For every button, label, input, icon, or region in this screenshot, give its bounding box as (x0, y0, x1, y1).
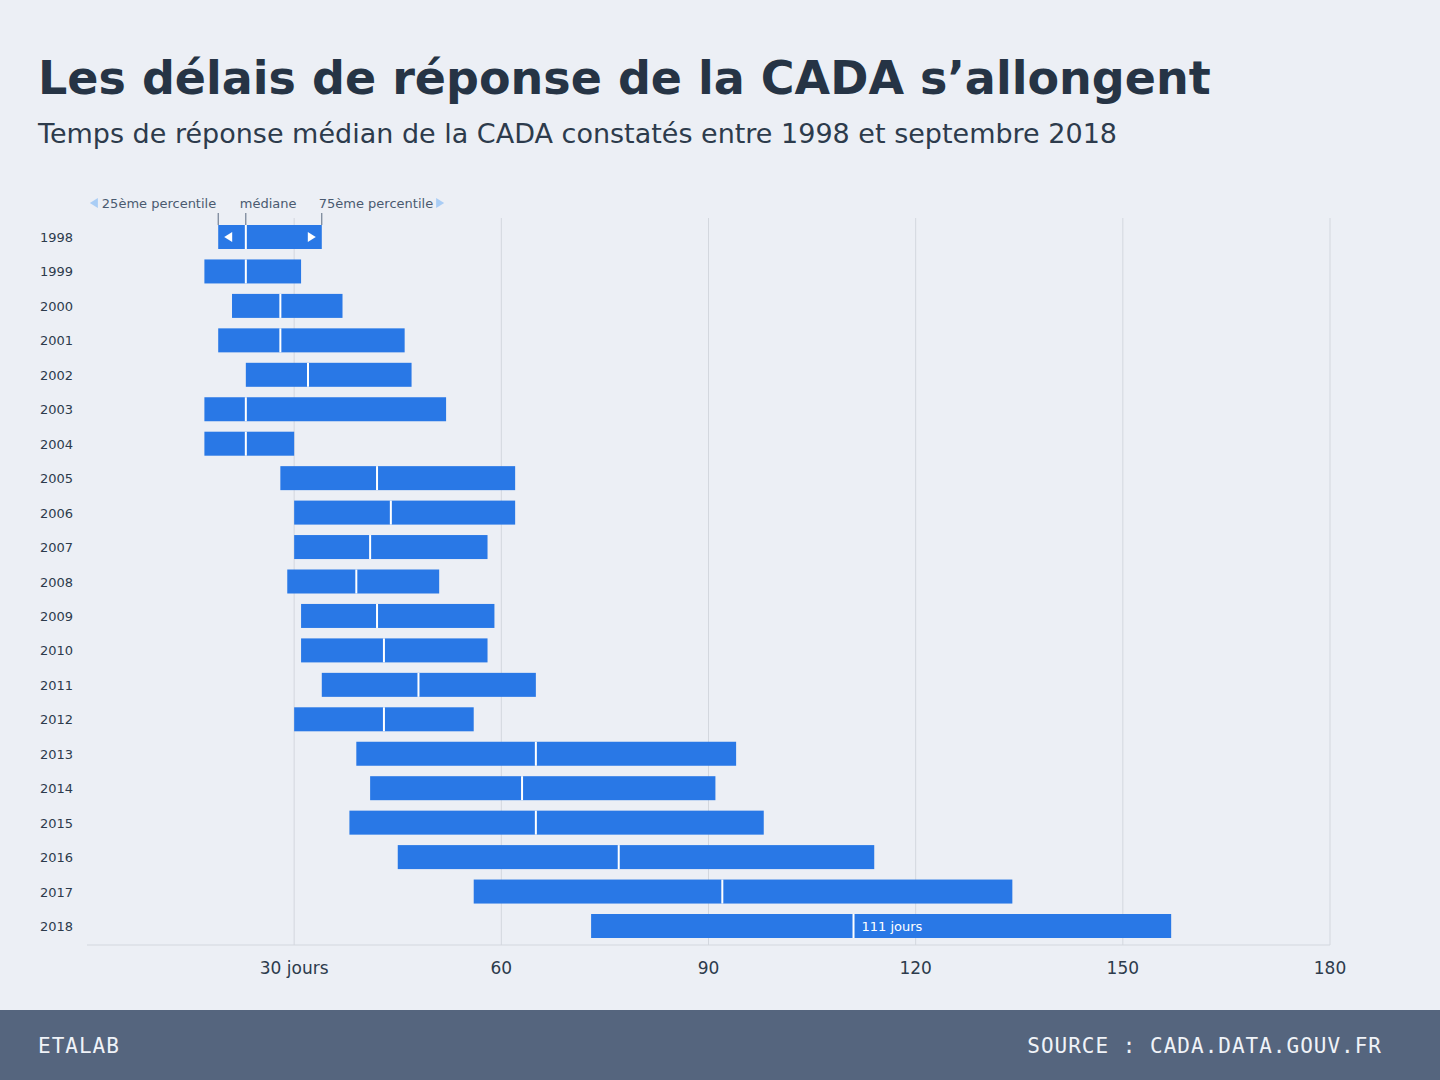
legend-arrow (90, 198, 98, 208)
range-bar (370, 776, 715, 800)
labels: 1998 1999 2000 2001 2002 2003 2004 2005 2006 2007… (40, 230, 923, 934)
category-label: 2011 (40, 678, 73, 693)
median-line (355, 570, 357, 594)
category-label: 2007 (40, 540, 73, 555)
range-bar (349, 811, 763, 835)
bars (204, 225, 1171, 938)
median-line (245, 259, 247, 283)
median-line (417, 673, 419, 697)
median-line (279, 328, 281, 352)
category-label: 2017 (40, 885, 73, 900)
legend-arrow (436, 198, 444, 208)
range-bar (301, 604, 494, 628)
median-line (535, 742, 537, 766)
median-line (369, 535, 371, 559)
category-label: 2013 (40, 747, 73, 762)
median-line (721, 880, 723, 904)
grid-line (915, 218, 916, 945)
category-label: 2010 (40, 643, 73, 658)
range-bar (204, 432, 294, 456)
median-line (618, 845, 620, 869)
median-line (383, 707, 385, 731)
median-line (245, 397, 247, 421)
legend-label: 25ème percentile (102, 196, 216, 211)
tick-label: 150 (1107, 958, 1139, 978)
grid-line (1330, 218, 1331, 945)
footer-left: ETALAB (38, 1034, 120, 1058)
category-label: 2002 (40, 368, 73, 383)
grid-line (1122, 218, 1123, 945)
category-label: 2003 (40, 402, 73, 417)
footer (0, 1010, 1440, 1080)
median-line (307, 363, 309, 387)
category-label: 2014 (40, 781, 73, 796)
median-line (376, 604, 378, 628)
legend-label: 75ème percentile (319, 196, 433, 211)
range-bar (232, 294, 342, 318)
data-label: 111 jours (862, 919, 923, 934)
category-label: 2009 (40, 609, 73, 624)
category-label: 2018 (40, 919, 73, 934)
range-bar (280, 466, 515, 490)
median-line (521, 776, 523, 800)
range-bar (294, 501, 515, 525)
title: Les délais de réponse de la CADA s’allon… (38, 51, 1211, 105)
tick-label: 60 (491, 958, 513, 978)
legend-tick (321, 213, 322, 225)
median-line (535, 811, 537, 835)
range-bar (474, 880, 1013, 904)
range-bar (398, 845, 874, 869)
bar-arrow (308, 232, 316, 242)
subtitle: Temps de réponse médian de la CADA const… (37, 118, 1117, 149)
category-label: 2016 (40, 850, 73, 865)
category-label: 2001 (40, 333, 73, 348)
tick-label: 120 (899, 958, 931, 978)
range-bar (356, 742, 736, 766)
tick-label: 90 (698, 958, 720, 978)
category-label: 2004 (40, 437, 73, 452)
category-label: 2012 (40, 712, 73, 727)
legend: 25ème percentile médiane 75ème percentile (90, 196, 444, 242)
background (0, 0, 1440, 1080)
range-bar (218, 225, 322, 249)
median-line (376, 466, 378, 490)
tick-label: 30 jours (260, 958, 329, 978)
grid-line (501, 218, 502, 945)
range-bar (294, 707, 474, 731)
category-label: 1999 (40, 264, 73, 279)
bar-arrow (224, 232, 232, 242)
median-line (383, 638, 385, 662)
legend-label: médiane (240, 196, 297, 211)
range-bar (294, 535, 487, 559)
median-line (853, 914, 855, 938)
category-label: 1998 (40, 230, 73, 245)
legend-tick (245, 213, 246, 225)
median-line (279, 294, 281, 318)
range-bar (204, 259, 301, 283)
range-bar (204, 397, 446, 421)
median-line (245, 225, 247, 249)
axis-line (87, 945, 1330, 946)
chart: Les délais de réponse de la CADA s’allon… (0, 0, 1440, 1080)
median-line (245, 432, 247, 456)
category-label: 2008 (40, 575, 73, 590)
footer-right: SOURCE : CADA.DATA.GOUV.FR (1027, 1034, 1382, 1058)
range-bar (287, 570, 439, 594)
range-bar (591, 914, 1171, 938)
range-bar (322, 673, 536, 697)
grid-line (708, 218, 709, 945)
category-label: 2005 (40, 471, 73, 486)
range-bar (218, 328, 404, 352)
category-label: 2000 (40, 299, 73, 314)
category-label: 2015 (40, 816, 73, 831)
legend-tick (218, 213, 219, 225)
range-bar (246, 363, 412, 387)
grid (294, 218, 1330, 945)
median-line (390, 501, 392, 525)
range-bar (301, 638, 487, 662)
category-label: 2006 (40, 506, 73, 521)
tick-label: 180 (1314, 958, 1346, 978)
